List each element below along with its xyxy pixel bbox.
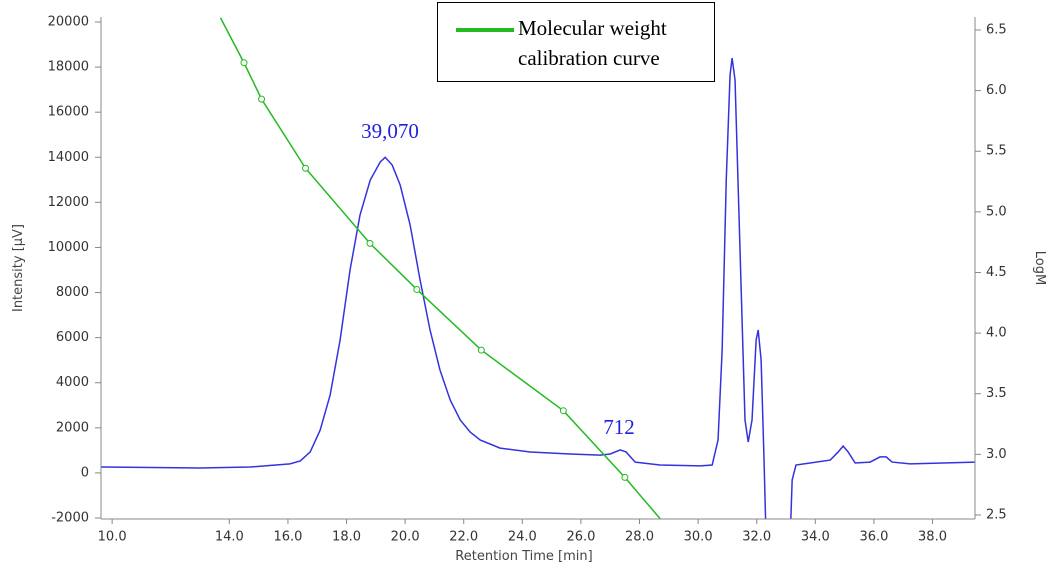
legend-label: Molecular weight calibration curve	[518, 16, 667, 70]
x-tick-label: 14.0	[215, 530, 244, 545]
x-tick-label: 18.0	[332, 530, 361, 545]
y-tick-label: -2000	[51, 511, 89, 526]
x-tick-label: 22.0	[449, 530, 478, 545]
y2-axis-title: LogM	[1032, 251, 1047, 285]
x-tick-label: 28.0	[625, 530, 654, 545]
x-tick-label: 34.0	[801, 530, 830, 545]
legend-swatch	[456, 28, 514, 32]
y2-tick-label: 5.5	[986, 144, 1007, 159]
x-tick-label: 38.0	[918, 530, 947, 545]
y-axis-title: Intensity [µV]	[11, 224, 26, 312]
y-tick-label: 8000	[56, 285, 89, 300]
y-tick-label: 20000	[48, 15, 89, 30]
calibration-point	[559, 407, 567, 415]
x-tick-label: 32.0	[742, 530, 771, 545]
y2-tick-label: 4.0	[986, 326, 1007, 341]
annotation: 712	[603, 415, 635, 439]
series-layer	[101, 17, 975, 519]
y-tick-label: 0	[81, 465, 89, 480]
y2-tick-label: 6.5	[986, 23, 1007, 38]
x-tick-label: 10.0	[98, 530, 127, 545]
chromatogram-line	[101, 57, 975, 519]
x-tick-label: 24.0	[508, 530, 537, 545]
x-tick-label: 36.0	[859, 530, 888, 545]
calibration-point	[621, 473, 629, 481]
calibration-point	[477, 346, 485, 354]
y2-tick-label: 2.5	[986, 507, 1007, 522]
y-tick-label: 6000	[56, 330, 89, 345]
y2-tick-label: 3.5	[986, 386, 1007, 401]
calibration-point	[413, 285, 421, 293]
y-tick-label: 4000	[56, 375, 89, 390]
legend: Molecular weight calibration curve	[437, 2, 715, 82]
y2-tick-label: 6.0	[986, 83, 1007, 98]
calibration-curve	[219, 17, 661, 519]
calibration-point	[240, 59, 248, 67]
y2-tick-label: 3.0	[986, 447, 1007, 462]
calibration-point	[302, 164, 310, 172]
y-tick-label: 14000	[48, 150, 89, 165]
x-axis-title: Retention Time [min]	[455, 549, 592, 564]
annotation: 39,070	[361, 119, 419, 143]
y-tick-label: 10000	[48, 240, 89, 255]
x-tick-label: 16.0	[273, 530, 302, 545]
y2-tick-label: 5.0	[986, 204, 1007, 219]
calibration-point	[258, 95, 266, 103]
y-tick-label: 18000	[48, 60, 89, 75]
y-tick-label: 16000	[48, 105, 89, 120]
calibration-point	[366, 239, 374, 247]
x-tick-label: 30.0	[684, 530, 713, 545]
x-tick-label: 20.0	[391, 530, 420, 545]
y-tick-label: 12000	[48, 195, 89, 210]
y-tick-label: 2000	[56, 420, 89, 435]
y2-tick-label: 4.5	[986, 265, 1007, 280]
x-tick-label: 26.0	[566, 530, 595, 545]
